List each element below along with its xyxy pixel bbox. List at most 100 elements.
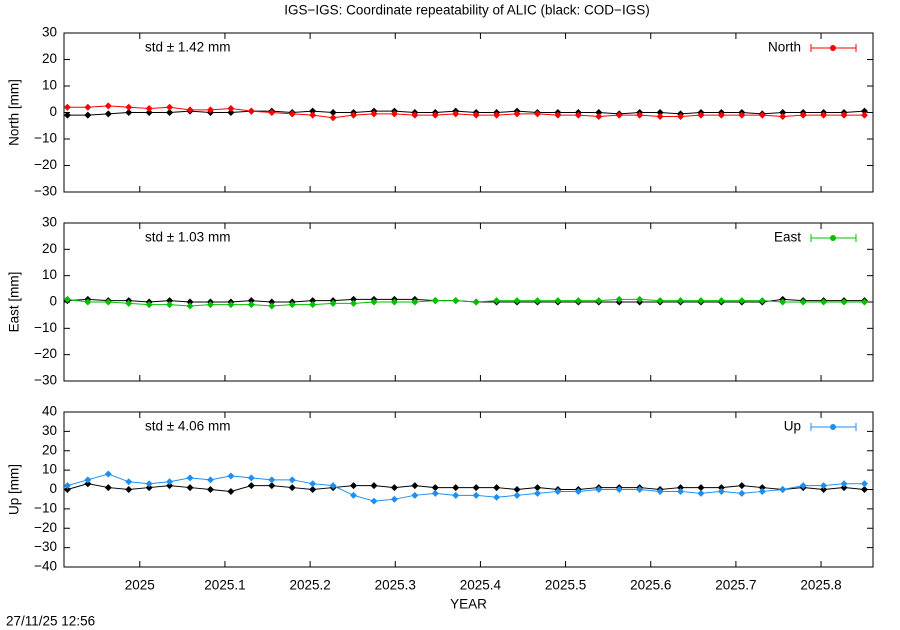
data-point [186,298,194,306]
data-point [799,111,807,119]
data-point [350,491,358,499]
data-point [329,482,337,490]
data-point [574,111,582,119]
data-point [513,491,521,499]
data-point [370,298,378,306]
data-point [452,484,460,492]
data-point [390,298,398,306]
series-line [67,298,865,307]
y-tick-label: 20 [42,442,57,457]
data-point [799,298,807,306]
data-point [472,111,480,119]
timestamp: 27/11/25 12:56 [6,614,95,629]
y-tick-label: −40 [34,559,57,574]
data-point [779,109,787,116]
data-point [145,105,153,113]
data-point [247,301,255,309]
data-point [309,111,317,119]
y-tick-label: −30 [34,373,57,388]
data-point [860,486,868,493]
x-tick-label: 2025.5 [545,578,586,593]
data-point [717,487,725,495]
data-point [370,482,378,490]
data-point [145,480,153,488]
y-axis-label: East [mm] [7,272,22,333]
data-point [840,298,848,306]
annotation: std ± 1.03 mm [145,230,230,245]
data-point [186,106,194,114]
data-point [779,486,787,493]
annotation: std ± 4.06 mm [145,419,230,434]
data-point [677,487,685,495]
y-tick-label: 10 [42,462,57,477]
data-point [513,110,521,118]
data-point [431,484,439,492]
data-point [206,106,214,114]
series-line [67,483,865,492]
data-point [125,109,133,116]
data-point [84,103,92,111]
y-tick-label: −20 [34,346,57,361]
data-point [390,484,398,492]
data-point [288,110,296,118]
data-point [288,484,296,492]
data-point [513,297,521,305]
data-point [554,297,562,305]
data-point [84,111,92,119]
y-tick-label: 0 [49,294,57,309]
data-point [452,491,460,499]
data-point [656,297,664,305]
data-point [636,295,644,303]
data-point [206,301,214,309]
data-point [247,107,255,115]
data-point [697,297,705,305]
data-point [166,103,174,111]
data-point [166,482,174,490]
data-point [738,297,746,305]
data-point [63,486,71,493]
data-point [63,295,71,303]
data-point [309,301,317,309]
data-point [84,480,92,488]
data-point [329,114,337,122]
data-point [370,110,378,118]
data-point [350,299,358,307]
y-tick-label: −30 [34,184,57,199]
data-point [227,109,235,116]
data-point [350,482,358,490]
data-point [820,486,828,493]
y-axis-label: North [mm] [7,79,22,146]
data-point [656,112,664,120]
data-point [595,109,603,116]
x-tick-label: 2025.1 [204,578,245,593]
y-tick-label: 0 [49,481,57,496]
data-point [309,107,317,115]
y-tick-label: 10 [42,267,57,282]
data-point [288,476,296,484]
data-point [63,111,71,119]
annotation: std ± 1.42 mm [145,40,230,55]
data-point [738,482,746,490]
x-tick-label: 2025.4 [460,578,502,593]
series-line [67,105,865,119]
data-point [636,486,644,493]
data-point [309,486,317,493]
data-point [206,486,214,493]
data-point [104,470,112,478]
data-point [860,107,868,115]
x-tick-label: 2025.8 [800,578,841,593]
data-point [738,111,746,119]
data-point [104,484,112,492]
data-point [697,484,705,492]
data-point [227,301,235,309]
data-point [677,112,685,120]
data-point [145,484,153,492]
y-tick-label: −10 [34,131,57,146]
data-point [452,297,460,305]
legend-label: North [768,40,801,55]
data-point [166,109,174,116]
data-point [186,474,194,482]
data-point [227,487,235,495]
